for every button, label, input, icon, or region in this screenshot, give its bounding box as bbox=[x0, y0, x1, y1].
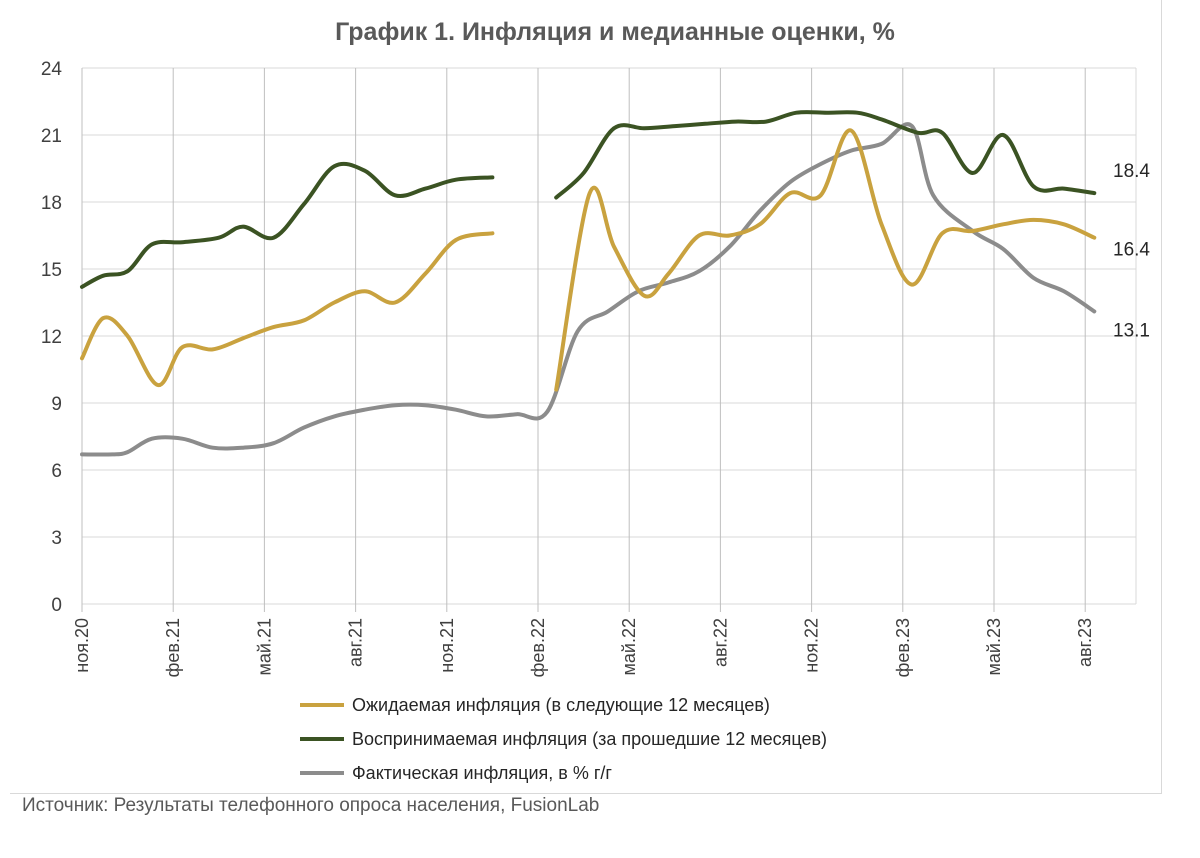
y-tick-label: 12 bbox=[41, 327, 62, 348]
series-expected-line bbox=[80, 231, 495, 388]
legend: Ожидаемая инфляция (в следующие 12 месяц… bbox=[300, 688, 827, 790]
legend-label-perceived: Воспринимаемая инфляция (за прошедшие 12… bbox=[352, 728, 828, 749]
x-tick-label: ноя.22 bbox=[802, 618, 822, 673]
y-tick-label: 0 bbox=[51, 595, 62, 616]
x-axis-tick-labels: ноя.20 фев.21 май.21 авг.21 ноя.21 фев.22 май.… bbox=[72, 618, 1095, 677]
chart-frame bbox=[10, 0, 1162, 794]
legend-swatch-actual bbox=[300, 771, 344, 775]
y-tick-label: 24 bbox=[41, 59, 63, 80]
x-tick-label: фев.22 bbox=[528, 618, 548, 677]
end-value-label: 16.4 bbox=[1113, 240, 1150, 261]
x-tick-label: май.22 bbox=[619, 618, 639, 675]
x-tick-label: авг.21 bbox=[346, 618, 366, 667]
y-tick-label: 15 bbox=[41, 260, 62, 281]
x-tick-label: фев.23 bbox=[893, 618, 913, 677]
x-tick-label: ноя.20 bbox=[72, 618, 92, 673]
legend-swatch-perceived bbox=[300, 737, 344, 741]
source-note: Источник: Результаты телефонного опроса … bbox=[22, 795, 600, 816]
end-value-label: 13.1 bbox=[1113, 320, 1150, 341]
legend-item-actual: Фактическая инфляция, в % г/г bbox=[300, 756, 827, 790]
series-perceived-line bbox=[80, 161, 495, 289]
x-tick-label: ноя.21 bbox=[437, 618, 457, 673]
series-expected-line bbox=[554, 128, 1097, 392]
series-perceived-line bbox=[554, 110, 1097, 200]
chart-title: График 1. Инфляция и медианные оценки, % bbox=[335, 18, 895, 46]
series-lines bbox=[80, 110, 1097, 457]
legend-label-actual: Фактическая инфляция, в % г/г bbox=[352, 762, 612, 783]
series-actual-line bbox=[80, 122, 1097, 457]
x-tick-label: авг.22 bbox=[710, 618, 730, 667]
legend-swatch-expected bbox=[300, 703, 344, 707]
y-tick-label: 3 bbox=[51, 528, 62, 549]
x-tick-label: авг.23 bbox=[1075, 618, 1095, 667]
y-tick-label: 9 bbox=[51, 394, 62, 415]
x-tick-label: май.23 bbox=[984, 618, 1004, 675]
legend-item-perceived: Воспринимаемая инфляция (за прошедшие 12… bbox=[300, 722, 827, 756]
y-axis-tick-labels: 0 3 6 9 12 15 18 21 24 bbox=[41, 59, 63, 616]
x-tick-label: май.21 bbox=[254, 618, 274, 675]
y-tick-label: 21 bbox=[41, 126, 62, 147]
y-tick-label: 6 bbox=[51, 461, 62, 482]
end-labels: 16.4 18.4 13.1 bbox=[1113, 161, 1150, 341]
end-value-label: 18.4 bbox=[1113, 161, 1150, 182]
x-tick-label: фев.21 bbox=[163, 618, 183, 677]
legend-item-expected: Ожидаемая инфляция (в следующие 12 месяц… bbox=[300, 688, 827, 722]
y-tick-label: 18 bbox=[41, 193, 62, 214]
legend-label-expected: Ожидаемая инфляция (в следующие 12 месяц… bbox=[352, 694, 770, 715]
